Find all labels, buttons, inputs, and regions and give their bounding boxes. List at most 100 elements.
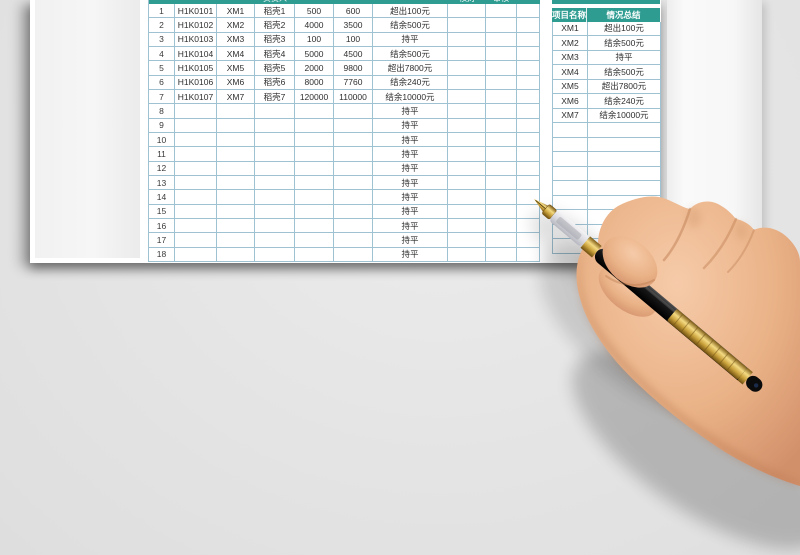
- cell-owner: [255, 147, 295, 162]
- cell-review: [486, 18, 517, 33]
- cell-amount2: 600: [334, 4, 373, 19]
- summary-row: XM1 超出100元: [552, 21, 661, 36]
- cell-review: [486, 104, 517, 119]
- cell-owner: 稻壳4: [255, 46, 295, 62]
- summary-row: [552, 181, 661, 196]
- cell-project: [217, 161, 255, 176]
- summary-header-row: 项目名称 情况总结: [552, 7, 660, 22]
- cell-amount1: 120000: [295, 89, 334, 105]
- cell-project: [217, 218, 255, 234]
- cell-review: [486, 4, 517, 19]
- cell-owner: [255, 247, 295, 262]
- cell-extra: [517, 132, 540, 148]
- cell-summary: [588, 224, 661, 239]
- cell-owner: 稻壳7: [255, 89, 295, 105]
- cell-check: [448, 89, 486, 105]
- cell-extra: [517, 247, 540, 262]
- table-row: 11 持平: [149, 147, 540, 162]
- cell-amount1: 100: [295, 32, 334, 47]
- cell-row-number: 9: [149, 118, 175, 133]
- cell-code: H1K0104: [175, 46, 217, 62]
- cell-status: 持平: [373, 233, 448, 248]
- cell-code: [175, 190, 217, 205]
- summary-table-rows: XM1 超出100元 XM2 结余500元 XM3 持平 XM4 结余500元 …: [552, 21, 661, 254]
- table-row: 9 持平: [149, 118, 540, 133]
- summary-row: XM5 超出7800元: [552, 79, 661, 94]
- cell-summary: [588, 123, 661, 138]
- cell-project-name: [553, 181, 588, 196]
- summary-row: XM6 结余240元: [552, 94, 661, 109]
- cell-amount2: [334, 118, 373, 133]
- cell-review: [486, 89, 517, 105]
- cell-review: [486, 175, 517, 191]
- cell-project: [217, 190, 255, 205]
- summary-header-partial: [552, 0, 660, 4]
- cell-check: [448, 132, 486, 148]
- cell-review: [486, 75, 517, 90]
- cell-check: [448, 233, 486, 248]
- table-row: 16 持平: [149, 218, 540, 234]
- table-header-partial: 负责人 核对 审核: [149, 0, 540, 4]
- cell-amount1: [295, 161, 334, 176]
- cell-code: [175, 118, 217, 133]
- cell-extra: [517, 161, 540, 176]
- cell-check: [448, 46, 486, 62]
- pen-end-cap: [746, 375, 763, 392]
- cell-owner: [255, 118, 295, 133]
- cell-project-name: [553, 137, 588, 152]
- cell-code: [175, 218, 217, 234]
- cell-review: [486, 118, 517, 133]
- cell-status: 结余500元: [373, 18, 448, 33]
- cell-summary: 持平: [588, 50, 661, 65]
- cell-review: [486, 204, 517, 219]
- cell-review: [486, 61, 517, 76]
- cell-amount2: 3500: [334, 18, 373, 33]
- second-sheet: [667, 0, 762, 263]
- cell-code: H1K0106: [175, 75, 217, 90]
- cell-code: H1K0107: [175, 89, 217, 105]
- header-review-label: 审核: [493, 0, 509, 3]
- cell-amount1: [295, 247, 334, 262]
- cell-check: [448, 247, 486, 262]
- cell-summary: 结余500元: [588, 65, 661, 80]
- cell-code: H1K0105: [175, 61, 217, 76]
- table-row: 6 H1K0106 XM6 稻壳6 8000 7760 结余240元: [149, 75, 540, 90]
- cell-owner: [255, 161, 295, 176]
- hand-lower-shading: [577, 250, 800, 486]
- thumb: [598, 265, 658, 317]
- cell-amount2: [334, 204, 373, 219]
- header-owner-label: 负责人: [263, 0, 287, 3]
- cell-summary: [588, 195, 661, 210]
- summary-row: [552, 166, 661, 181]
- cell-row-number: 13: [149, 175, 175, 191]
- pen-end-ring: [737, 367, 753, 385]
- cell-extra: [517, 118, 540, 133]
- cell-status: 持平: [373, 204, 448, 219]
- cell-row-number: 15: [149, 204, 175, 219]
- cell-amount2: [334, 147, 373, 162]
- cell-extra: [517, 233, 540, 248]
- cell-owner: 稻壳2: [255, 18, 295, 33]
- cell-row-number: 2: [149, 18, 175, 33]
- cell-extra: [517, 204, 540, 219]
- cell-amount1: [295, 104, 334, 119]
- cell-project-name: [553, 195, 588, 210]
- cell-status: 超出100元: [373, 4, 448, 19]
- cell-owner: 稻壳6: [255, 75, 295, 90]
- cell-check: [448, 147, 486, 162]
- cell-project: XM1: [217, 4, 255, 19]
- cell-code: H1K0102: [175, 18, 217, 33]
- cell-project-name: [553, 123, 588, 138]
- cell-check: [448, 118, 486, 133]
- cell-owner: [255, 175, 295, 191]
- cell-code: [175, 175, 217, 191]
- cell-row-number: 5: [149, 61, 175, 76]
- cell-project: [217, 247, 255, 262]
- cell-amount2: 100: [334, 32, 373, 47]
- table-row: 7 H1K0107 XM7 稻壳7 120000 110000 结余10000元: [149, 89, 540, 105]
- cell-check: [448, 18, 486, 33]
- cell-project-name: [553, 166, 588, 181]
- cell-project-name: [553, 152, 588, 167]
- cell-amount1: [295, 218, 334, 234]
